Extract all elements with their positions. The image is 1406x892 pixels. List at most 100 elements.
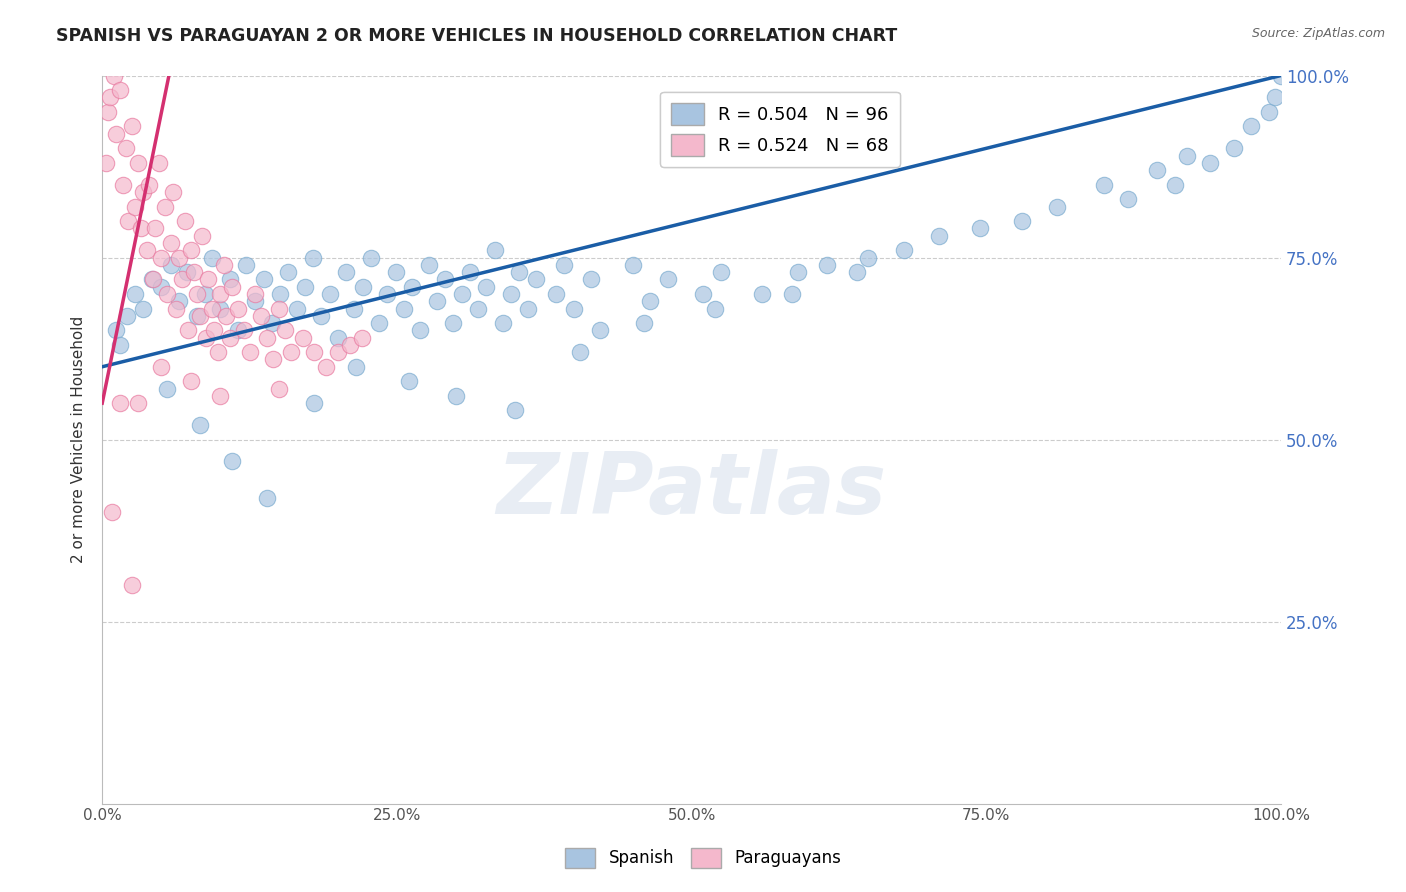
Point bbox=[94, 156, 117, 170]
Point bbox=[202, 323, 225, 337]
Point bbox=[153, 200, 176, 214]
Point bbox=[458, 265, 481, 279]
Point bbox=[232, 323, 254, 337]
Point bbox=[343, 301, 366, 316]
Point bbox=[136, 244, 159, 258]
Point bbox=[183, 265, 205, 279]
Point bbox=[815, 258, 838, 272]
Point bbox=[201, 251, 224, 265]
Point bbox=[124, 200, 146, 214]
Point bbox=[621, 258, 644, 272]
Point bbox=[280, 345, 302, 359]
Point bbox=[162, 185, 184, 199]
Point bbox=[141, 272, 163, 286]
Point bbox=[311, 309, 333, 323]
Point bbox=[368, 316, 391, 330]
Point bbox=[1011, 214, 1033, 228]
Point bbox=[1116, 192, 1139, 206]
Point bbox=[315, 359, 337, 374]
Point bbox=[692, 287, 714, 301]
Point bbox=[100, 90, 122, 104]
Point bbox=[352, 279, 374, 293]
Point bbox=[100, 505, 122, 519]
Point bbox=[392, 301, 415, 316]
Point bbox=[226, 323, 249, 337]
Point bbox=[1223, 141, 1246, 155]
Point bbox=[267, 301, 290, 316]
Point bbox=[201, 301, 224, 316]
Point bbox=[409, 323, 432, 337]
Point bbox=[492, 316, 515, 330]
Point bbox=[260, 316, 283, 330]
Point bbox=[138, 178, 160, 192]
Point bbox=[108, 338, 131, 352]
Point bbox=[159, 258, 181, 272]
Point bbox=[103, 69, 125, 83]
Point bbox=[1240, 120, 1263, 134]
Point bbox=[256, 491, 278, 505]
Point bbox=[209, 301, 232, 316]
Legend: Spanish, Paraguayans: Spanish, Paraguayans bbox=[558, 841, 848, 875]
Point bbox=[384, 265, 406, 279]
Point bbox=[218, 331, 240, 345]
Point bbox=[751, 287, 773, 301]
Point bbox=[221, 279, 243, 293]
Point bbox=[588, 323, 610, 337]
Point bbox=[1046, 200, 1069, 214]
Point bbox=[501, 287, 523, 301]
Point bbox=[156, 287, 179, 301]
Point bbox=[117, 214, 139, 228]
Point bbox=[172, 272, 194, 286]
Point bbox=[121, 120, 143, 134]
Point bbox=[786, 265, 808, 279]
Point bbox=[238, 345, 260, 359]
Point bbox=[1164, 178, 1187, 192]
Point bbox=[568, 345, 591, 359]
Point bbox=[277, 265, 299, 279]
Point bbox=[640, 294, 662, 309]
Point bbox=[127, 396, 149, 410]
Point bbox=[148, 156, 170, 170]
Point bbox=[845, 265, 868, 279]
Point bbox=[212, 258, 235, 272]
Point bbox=[426, 294, 449, 309]
Y-axis label: 2 or more Vehicles in Household: 2 or more Vehicles in Household bbox=[72, 316, 86, 563]
Point bbox=[209, 287, 232, 301]
Point bbox=[253, 272, 276, 286]
Point bbox=[443, 316, 465, 330]
Point bbox=[235, 258, 257, 272]
Point bbox=[166, 301, 188, 316]
Point bbox=[544, 287, 567, 301]
Point bbox=[1092, 178, 1115, 192]
Point bbox=[969, 221, 991, 235]
Point bbox=[124, 287, 146, 301]
Point bbox=[132, 301, 155, 316]
Point bbox=[1258, 104, 1281, 119]
Point bbox=[197, 272, 219, 286]
Text: SPANISH VS PARAGUAYAN 2 OR MORE VEHICLES IN HOUSEHOLD CORRELATION CHART: SPANISH VS PARAGUAYAN 2 OR MORE VEHICLES… bbox=[56, 27, 897, 45]
Point bbox=[291, 331, 314, 345]
Point bbox=[335, 265, 357, 279]
Point bbox=[326, 345, 349, 359]
Point bbox=[159, 235, 181, 250]
Point bbox=[294, 279, 316, 293]
Point bbox=[191, 228, 214, 243]
Point bbox=[150, 251, 173, 265]
Point bbox=[1175, 148, 1198, 162]
Point bbox=[127, 156, 149, 170]
Text: ZIPatlas: ZIPatlas bbox=[496, 449, 887, 532]
Point bbox=[274, 323, 297, 337]
Point bbox=[858, 251, 880, 265]
Point bbox=[121, 578, 143, 592]
Point bbox=[780, 287, 803, 301]
Point bbox=[112, 178, 135, 192]
Point bbox=[398, 374, 420, 388]
Point bbox=[180, 244, 202, 258]
Point bbox=[484, 244, 506, 258]
Point bbox=[467, 301, 489, 316]
Point bbox=[350, 331, 373, 345]
Point bbox=[215, 309, 238, 323]
Point bbox=[704, 301, 727, 316]
Point bbox=[176, 265, 198, 279]
Point bbox=[377, 287, 399, 301]
